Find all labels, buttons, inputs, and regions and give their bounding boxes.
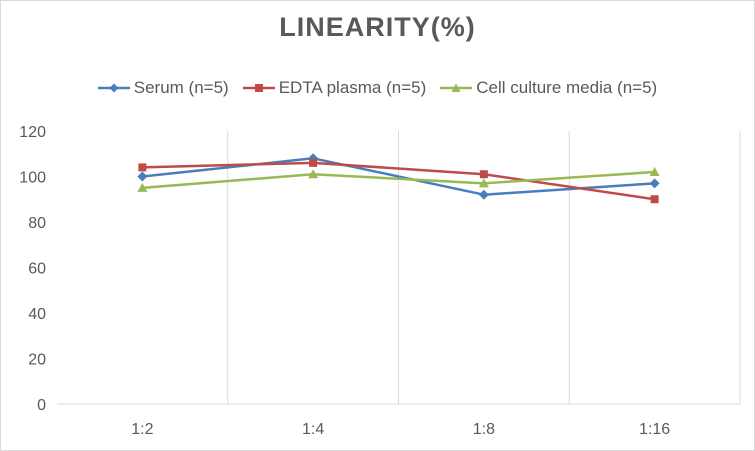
data-point-serum bbox=[649, 178, 660, 189]
series-line-cell-culture-media bbox=[142, 170, 655, 190]
y-tick-label: 20 bbox=[28, 352, 46, 369]
x-tick-label: 1:8 bbox=[473, 421, 495, 438]
legend-label-edta-plasma: EDTA plasma (n=5) bbox=[278, 78, 427, 97]
data-point-cell-culture-media bbox=[649, 166, 660, 176]
legend-swatch-cell-culture-media bbox=[440, 83, 473, 92]
series-line-edta-plasma bbox=[142, 161, 655, 201]
x-tick-label: 1:2 bbox=[131, 421, 153, 438]
data-point-edta-plasma bbox=[479, 170, 488, 179]
data-point-serum bbox=[478, 189, 489, 200]
x-tick-label: 1:16 bbox=[639, 421, 670, 438]
legend-entry-serum: Serum (n=5) bbox=[97, 78, 229, 98]
chart-title: LINEARITY(%) bbox=[279, 12, 476, 42]
legend-entry-cell-culture-media: Cell culture media (n=5) bbox=[440, 78, 657, 98]
y-tick-label: 80 bbox=[28, 215, 46, 232]
y-tick-label: 60 bbox=[28, 261, 46, 278]
data-point-edta-plasma bbox=[650, 195, 659, 204]
y-tick-label: 120 bbox=[19, 124, 46, 141]
legend: Serum (n=5) EDTA plasma (n=5) Cell cultu… bbox=[0, 78, 755, 98]
x-tick-label: 1:4 bbox=[302, 421, 324, 438]
data-point-cell-culture-media bbox=[308, 169, 319, 179]
legend-label-serum: Serum (n=5) bbox=[133, 78, 229, 97]
data-point-edta-plasma bbox=[138, 163, 147, 172]
y-tick-label: 0 bbox=[37, 397, 46, 414]
legend-entry-edta-plasma: EDTA plasma (n=5) bbox=[242, 78, 427, 98]
data-point-serum bbox=[137, 171, 148, 182]
legend-label-cell-culture-media: Cell culture media (n=5) bbox=[476, 78, 658, 97]
data-point-cell-culture-media bbox=[137, 182, 148, 192]
data-point-cell-culture-media bbox=[478, 178, 489, 188]
data-point-edta-plasma bbox=[309, 158, 318, 167]
legend-swatch-edta-plasma bbox=[242, 84, 275, 92]
series-line-serum bbox=[142, 157, 655, 196]
y-tick-label: 40 bbox=[28, 306, 46, 323]
y-tick-label: 100 bbox=[19, 170, 46, 187]
legend-swatch-serum bbox=[97, 83, 130, 93]
